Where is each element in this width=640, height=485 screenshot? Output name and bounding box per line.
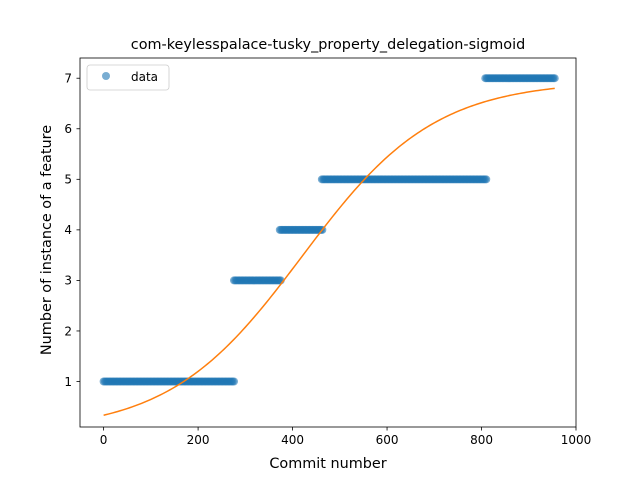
x-axis-label: Commit number — [269, 456, 386, 472]
data-point — [229, 377, 238, 386]
chart-title: com-keylesspalace-tusky_property_delegat… — [131, 37, 525, 53]
legend-box — [86, 64, 170, 91]
x-tick-label: 200 — [187, 433, 210, 447]
plot-frame — [79, 57, 577, 428]
x-tick-label: 600 — [376, 433, 399, 447]
y-tick-label: 3 — [64, 274, 72, 288]
y-tick-label: 1 — [64, 375, 72, 389]
x-tick-label: 0 — [100, 433, 108, 447]
x-tick-label: 1000 — [561, 433, 592, 447]
x-tick-label: 400 — [281, 433, 304, 447]
y-tick-label: 5 — [64, 173, 72, 187]
fit-line — [103, 87, 555, 416]
legend-label: data — [131, 70, 158, 84]
y-tick-label: 6 — [64, 122, 72, 136]
plot-area — [99, 74, 559, 416]
x-tick-label: 800 — [470, 433, 493, 447]
legend-marker — [102, 72, 110, 80]
y-tick-label: 7 — [64, 72, 72, 86]
legend: data — [86, 64, 170, 91]
axes: 0 200 400 600 800 1000 1 2 3 4 5 6 7 — [64, 57, 592, 447]
y-tick-label: 2 — [64, 324, 72, 338]
data-point — [482, 175, 491, 184]
data-point — [550, 74, 559, 83]
y-axis-label: Number of instance of a feature — [39, 125, 55, 355]
y-tick-label: 4 — [64, 223, 72, 237]
